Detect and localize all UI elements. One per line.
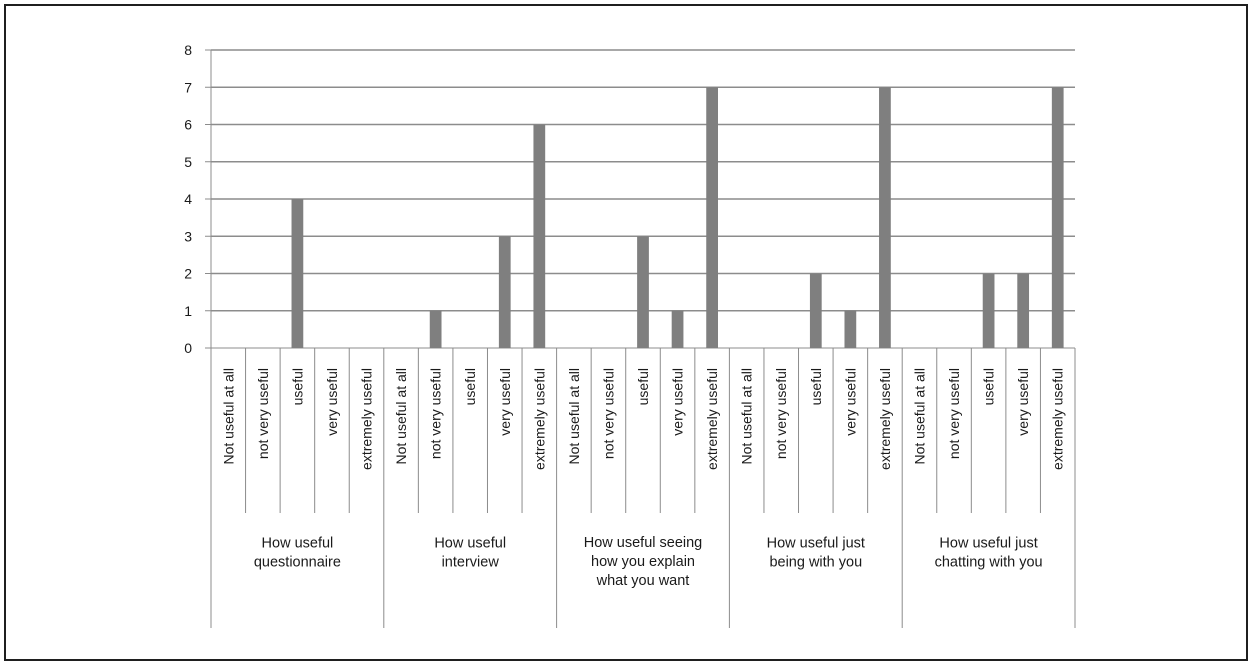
group-label: How useful questionnaire [254,536,341,571]
category-label: Not useful at all [911,368,927,465]
category-label: Not useful at all [566,368,582,465]
category-label: extremely useful [704,368,720,470]
bar-mark [637,236,649,348]
y-tick-label: 6 [184,117,192,133]
category-label: very useful [670,368,686,436]
y-tick-label: 7 [184,79,192,95]
y-tick-label: 3 [184,228,192,244]
group-label-line: How useful just [767,536,865,552]
group-label-line: How useful [434,536,506,552]
bar-mark [498,236,511,348]
category-label: Not useful at all [393,368,409,465]
group-label-line: chatting with you [935,555,1043,571]
group-label-line: what you want [596,573,690,589]
y-tick-label: 0 [184,340,192,356]
bar-mark [706,87,718,348]
group-label-line: questionnaire [254,555,341,571]
category-label: Not useful at all [220,368,236,465]
category-label: Not useful at all [739,368,755,465]
group-label: How useful just chatting with you [935,536,1043,571]
group-label-line: being with you [769,555,862,571]
y-tick-label: 2 [184,266,192,282]
category-label: extremely useful [877,368,893,470]
group-label-line: How useful [262,536,334,552]
category-label: not very useful [600,368,616,459]
category-label: extremely useful [1050,368,1066,470]
category-label: very useful [497,368,513,436]
bar-mark [809,273,822,348]
group-label-line: how you explain [591,554,695,570]
category-label: very useful [1015,368,1031,436]
y-tick-label: 4 [184,191,192,207]
y-tick-label: 1 [184,303,192,319]
category-label: useful [462,368,478,405]
bar-mark [879,87,891,348]
group-label: How useful interview [434,536,506,571]
group-label: How useful seeing how you explain what you… [584,535,703,589]
y-tick-label: 8 [184,42,192,58]
bar-mark [291,199,304,348]
category-label: not very useful [428,368,444,459]
category-label: useful [808,368,824,405]
group-label-line: interview [442,555,500,571]
bar-mark [844,310,857,348]
category-label: extremely useful [359,368,375,470]
bar-mark [533,124,546,348]
bar-mark [982,273,995,348]
bar-mark [1017,273,1030,348]
category-label: not very useful [255,368,271,459]
category-label: useful [635,368,651,405]
category-label: very useful [842,368,858,436]
bar-mark [671,310,684,348]
group-label-line: How useful seeing [584,535,703,551]
bar-mark [1051,87,1064,348]
category-label: extremely useful [531,368,547,470]
group-label: How useful just being with you [767,536,865,571]
category-label: useful [289,368,305,405]
bar-mark [429,310,442,348]
y-tick-label: 5 [184,154,192,170]
category-label: not very useful [946,368,962,459]
group-label-line: How useful just [939,536,1037,552]
category-label: very useful [324,368,340,436]
category-label: useful [981,368,997,405]
category-label: not very useful [773,368,789,459]
